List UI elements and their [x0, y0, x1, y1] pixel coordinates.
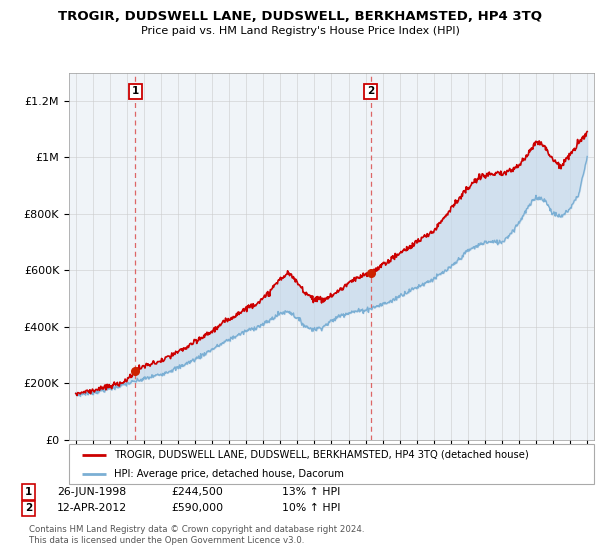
Text: 10% ↑ HPI: 10% ↑ HPI: [282, 503, 341, 514]
Text: £244,500: £244,500: [171, 487, 223, 497]
Text: 1: 1: [131, 86, 139, 96]
Text: 2: 2: [25, 503, 32, 514]
Text: TROGIR, DUDSWELL LANE, DUDSWELL, BERKHAMSTED, HP4 3TQ (detached house): TROGIR, DUDSWELL LANE, DUDSWELL, BERKHAM…: [113, 450, 529, 460]
Text: Price paid vs. HM Land Registry's House Price Index (HPI): Price paid vs. HM Land Registry's House …: [140, 26, 460, 36]
Text: TROGIR, DUDSWELL LANE, DUDSWELL, BERKHAMSTED, HP4 3TQ: TROGIR, DUDSWELL LANE, DUDSWELL, BERKHAM…: [58, 10, 542, 22]
Text: Contains HM Land Registry data © Crown copyright and database right 2024.
This d: Contains HM Land Registry data © Crown c…: [29, 525, 364, 545]
Text: 2: 2: [367, 86, 374, 96]
Text: HPI: Average price, detached house, Dacorum: HPI: Average price, detached house, Daco…: [113, 469, 343, 478]
Text: 12-APR-2012: 12-APR-2012: [57, 503, 127, 514]
Text: £590,000: £590,000: [171, 503, 223, 514]
Text: 1: 1: [25, 487, 32, 497]
Text: 26-JUN-1998: 26-JUN-1998: [57, 487, 126, 497]
Text: 13% ↑ HPI: 13% ↑ HPI: [282, 487, 340, 497]
